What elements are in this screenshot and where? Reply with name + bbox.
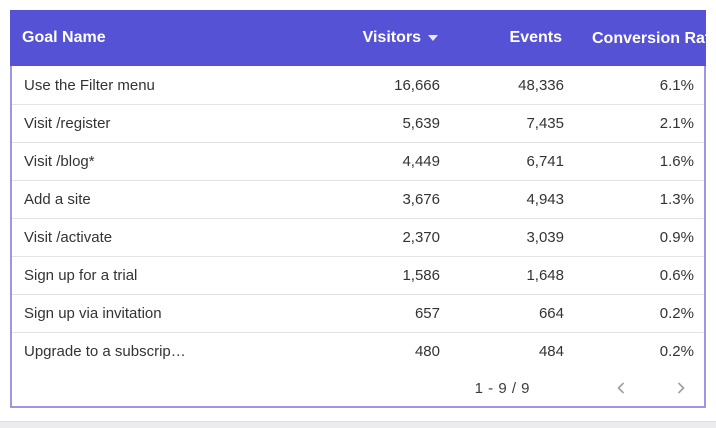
visitors-cell: 2,370 — [402, 229, 440, 246]
table-row: Use the Filter menu 16,666 48,336 6.1% — [12, 66, 704, 104]
pagination-range-label: 1 - 9 / 9 — [474, 379, 530, 397]
pagination-bar: 1 - 9 / 9 — [12, 370, 704, 406]
conversion-rate-cell: 1.3% — [659, 191, 694, 208]
table-row: Sign up for a trial 1,586 1,648 0.6% — [12, 256, 704, 294]
table-row: Sign up via invitation 657 664 0.2% — [12, 294, 704, 332]
visitors-cell: 16,666 — [394, 76, 440, 94]
column-header-conversion-rate[interactable]: Conversion Rate — [562, 29, 716, 48]
goal-name-cell: Visit /register — [24, 115, 111, 132]
conversion-rate-cell: 0.2% — [659, 305, 694, 322]
table-row: Upgrade to a subscrip… 480 484 0.2% — [12, 332, 704, 370]
table-row: Visit /blog* 4,449 6,741 1.6% — [12, 142, 704, 180]
table-row: Visit /register 5,639 7,435 2.1% — [12, 104, 704, 142]
visitors-cell: 5,639 — [402, 115, 440, 132]
conversion-rate-cell: 0.9% — [659, 229, 694, 246]
conversion-rate-cell: 2.1% — [659, 115, 694, 132]
table-row: Add a site 3,676 4,943 1.3% — [12, 180, 704, 218]
visitors-cell: 1,586 — [402, 267, 440, 284]
events-cell: 3,039 — [526, 229, 564, 246]
chevron-left-icon — [617, 382, 624, 394]
events-cell: 6,741 — [526, 153, 564, 170]
conversion-rate-header-label: Conversion Rate — [592, 29, 716, 47]
conversion-rate-cell: 0.6% — [659, 267, 694, 284]
visitors-cell: 3,676 — [402, 191, 440, 208]
goal-name-cell: Sign up via invitation — [24, 305, 162, 322]
goal-name-cell: Sign up for a trial — [24, 267, 138, 284]
events-cell: 48,336 — [518, 76, 564, 94]
visitors-cell: 480 — [414, 343, 440, 360]
goal-name-header-label: Goal Name — [22, 29, 106, 46]
sort-desc-icon — [428, 35, 438, 41]
table-header-row: Goal Name Visitors Events Conversion Rat… — [10, 10, 716, 66]
events-cell: 1,648 — [526, 267, 564, 284]
table-row: Visit /activate 2,370 3,039 0.9% — [12, 218, 704, 256]
goal-name-cell: Visit /blog* — [24, 153, 95, 170]
visitors-cell: 4,449 — [402, 153, 440, 170]
conversion-rate-cell: 1.6% — [659, 153, 694, 170]
column-header-events[interactable]: Events — [438, 29, 562, 47]
events-cell: 664 — [538, 305, 564, 322]
goal-name-cell: Upgrade to a subscrip… — [24, 343, 186, 360]
visitors-header-label: Visitors — [362, 29, 421, 46]
chevron-right-icon — [678, 382, 685, 394]
goals-table-widget: Goal Name Visitors Events Conversion Rat… — [10, 10, 716, 408]
conversion-rate-cell: 0.2% — [659, 343, 694, 360]
goal-name-cell: Add a site — [24, 191, 91, 208]
page-background-edge — [0, 421, 716, 428]
goal-name-cell: Use the Filter menu — [24, 76, 155, 94]
events-cell: 7,435 — [526, 115, 564, 132]
events-cell: 484 — [538, 343, 564, 360]
visitors-cell: 657 — [414, 305, 440, 322]
table-body: Use the Filter menu 16,666 48,336 6.1% V… — [10, 66, 706, 408]
pagination-next-button[interactable] — [670, 377, 692, 399]
column-header-visitors[interactable]: Visitors — [293, 29, 438, 47]
goal-name-cell: Visit /activate — [24, 229, 113, 246]
events-cell: 4,943 — [526, 191, 564, 208]
pagination-prev-button[interactable] — [610, 377, 632, 399]
conversion-rate-cell: 6.1% — [659, 76, 694, 94]
events-header-label: Events — [509, 29, 562, 46]
column-header-goal-name[interactable]: Goal Name — [10, 29, 293, 47]
